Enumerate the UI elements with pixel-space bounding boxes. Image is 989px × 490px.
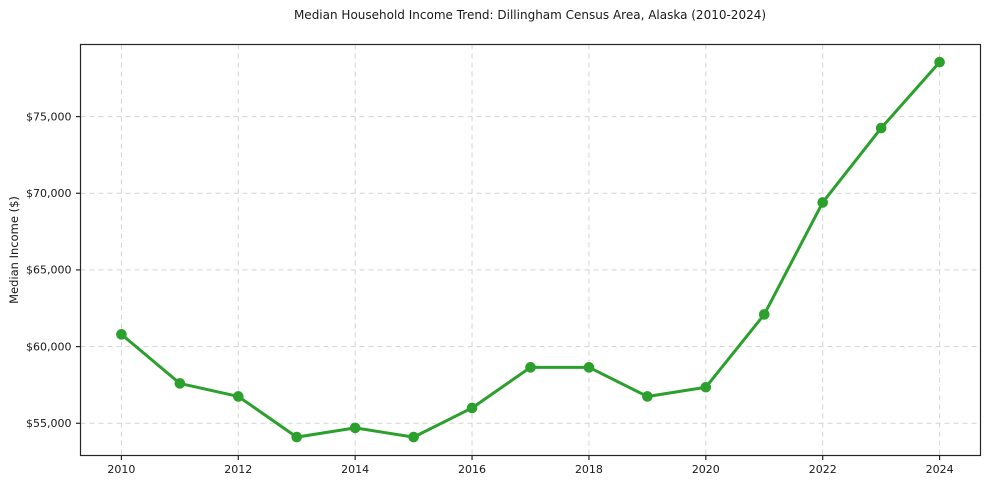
x-tick-label: 2022 xyxy=(809,463,837,476)
chart-title: Median Household Income Trend: Dillingha… xyxy=(293,8,767,22)
data-point xyxy=(525,362,536,373)
data-point xyxy=(116,329,127,340)
x-tick-label: 2018 xyxy=(575,463,603,476)
data-point xyxy=(291,431,303,443)
y-tick-label: $75,000 xyxy=(26,110,72,123)
y-tick-label: $70,000 xyxy=(26,187,72,200)
data-point xyxy=(642,391,653,402)
x-tick-label: 2024 xyxy=(926,463,954,476)
income-trend-line xyxy=(119,60,942,439)
x-tick-label: 2016 xyxy=(458,463,486,476)
x-tick-label: 2020 xyxy=(692,463,720,476)
data-point xyxy=(934,56,945,68)
x-tick-label: 2012 xyxy=(224,463,252,476)
y-tick-label: $55,000 xyxy=(26,417,72,430)
data-point xyxy=(583,362,595,373)
data-point xyxy=(349,422,361,434)
data-point xyxy=(875,122,887,134)
data-point xyxy=(817,197,829,208)
x-tick-label: 2010 xyxy=(107,463,135,476)
data-point xyxy=(466,402,478,414)
data-point xyxy=(700,381,712,393)
data-point xyxy=(758,309,770,320)
data-point xyxy=(174,378,186,389)
y-tick-label: $60,000 xyxy=(26,340,72,353)
data-point xyxy=(408,431,419,443)
plot-border xyxy=(79,43,982,457)
data-point xyxy=(232,391,244,402)
x-tick-label: 2014 xyxy=(341,463,369,476)
y-tick-label: $65,000 xyxy=(26,264,72,277)
